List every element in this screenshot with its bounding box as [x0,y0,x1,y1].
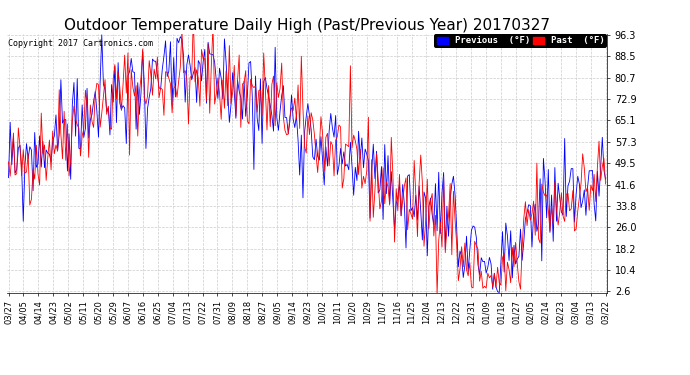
Text: Copyright 2017 Cartronics.com: Copyright 2017 Cartronics.com [8,39,152,48]
Title: Outdoor Temperature Daily High (Past/Previous Year) 20170327: Outdoor Temperature Daily High (Past/Pre… [64,18,550,33]
Legend: Previous  (°F), Past  (°F): Previous (°F), Past (°F) [434,34,607,48]
